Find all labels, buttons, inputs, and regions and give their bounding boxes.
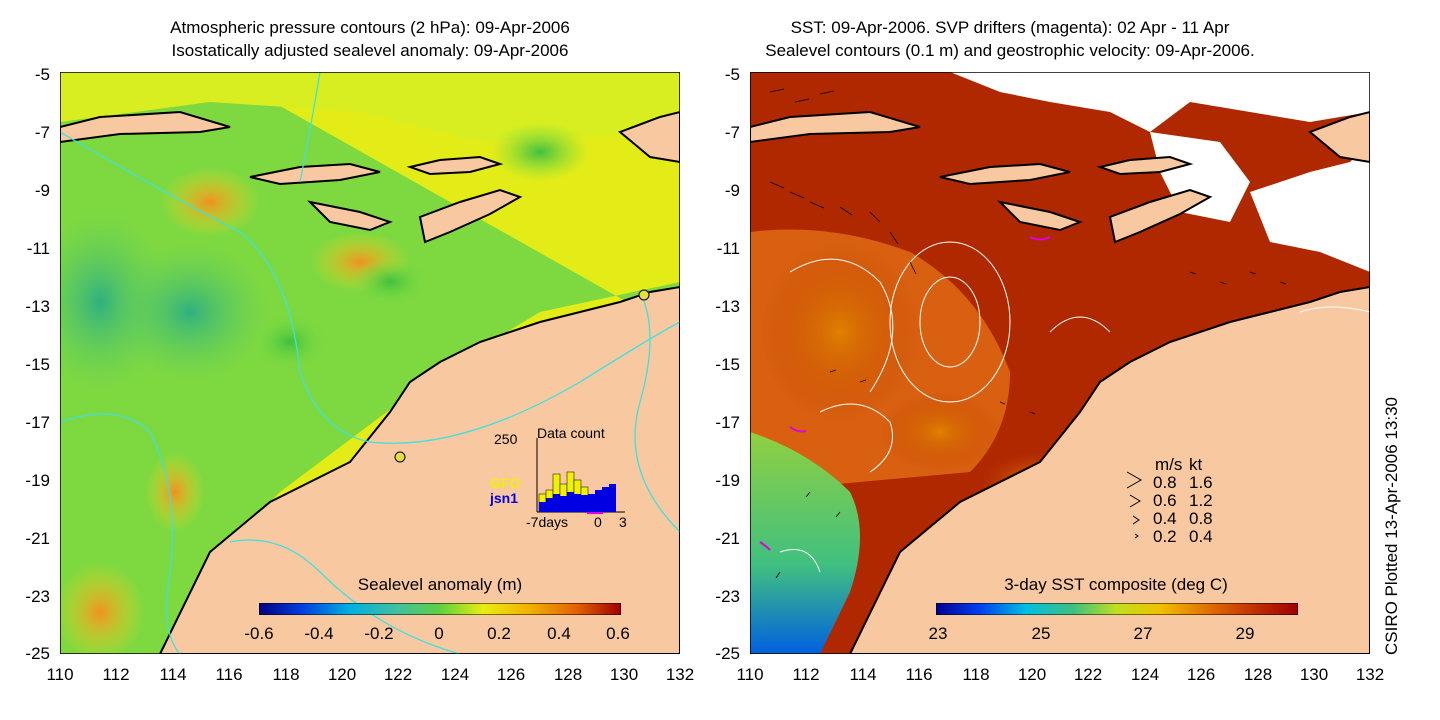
left-y-tick: -13 xyxy=(25,297,50,316)
legend-header-ms: m/s xyxy=(1155,455,1183,474)
right-cb-tick: 29 xyxy=(1235,624,1255,643)
legend-ms-value: 0.4 xyxy=(1153,509,1177,528)
credit-label: CSIRO Plotted 13-Apr-2006 13:30 xyxy=(1382,397,1401,655)
data-count-inset xyxy=(536,438,625,514)
legend-ms-value: 0.8 xyxy=(1153,473,1177,492)
inset-ymax: 250 xyxy=(494,431,518,447)
inset-xtick-end: 3 xyxy=(619,514,627,530)
right-y-tick: -17 xyxy=(715,413,740,432)
right-x-tick: 120 xyxy=(1017,665,1047,684)
right-y-tick: -19 xyxy=(715,471,740,490)
right-x-tick: 130 xyxy=(1299,665,1329,684)
right-y-tick: -13 xyxy=(715,297,740,316)
left-cb-tick: 0 xyxy=(434,624,444,643)
left-x-tick: 124 xyxy=(440,665,470,684)
right-title-line2: Sealevel contours (0.1 m) and geostrophi… xyxy=(765,41,1255,60)
left-x-tick: 130 xyxy=(609,665,639,684)
legend-kt-value: 1.6 xyxy=(1189,473,1213,492)
right-colorbar xyxy=(936,603,1298,615)
right-x-tick: 132 xyxy=(1355,665,1385,684)
right-y-tick: -25 xyxy=(715,644,740,663)
right-y-tick: -5 xyxy=(724,65,740,84)
left-colorbar xyxy=(259,603,621,615)
right-cb-tick: 27 xyxy=(1133,624,1153,643)
left-x-tick: 114 xyxy=(159,665,187,684)
legend-ms-value: 0.6 xyxy=(1153,491,1177,510)
left-x-tick: 128 xyxy=(553,665,583,684)
right-map xyxy=(750,72,1370,654)
right-x-tick: 110 xyxy=(736,665,764,684)
right-x-tick: 112 xyxy=(792,665,820,684)
left-y-tick: -9 xyxy=(34,181,50,200)
right-x-tick: 128 xyxy=(1243,665,1273,684)
legend-ms-value: 0.2 xyxy=(1153,527,1177,546)
legend-kt-value: 0.8 xyxy=(1189,509,1213,528)
jsn1-bars xyxy=(539,484,616,512)
left-cb-tick: -0.6 xyxy=(244,624,274,643)
left-colorbar-title: Sealevel anomaly (m) xyxy=(357,575,523,594)
right-y-tick: -11 xyxy=(716,239,740,258)
right-y-tick: -21 xyxy=(715,529,740,548)
left-y-tick: -25 xyxy=(25,644,50,663)
right-colorbar-title: 3-day SST composite (deg C) xyxy=(1004,575,1228,594)
left-y-tick: -7 xyxy=(34,123,50,142)
inset-xtick-zero: 0 xyxy=(594,514,602,530)
left-map xyxy=(60,72,680,654)
left-y-tick: -21 xyxy=(25,529,50,548)
left-x-tick: 120 xyxy=(327,665,357,684)
right-x-tick: 114 xyxy=(849,665,877,684)
legend-kt-value: 1.2 xyxy=(1189,491,1213,510)
right-cb-tick: 25 xyxy=(1031,624,1051,643)
left-cb-tick: 0.2 xyxy=(487,624,511,643)
right-x-tick: 124 xyxy=(1130,665,1160,684)
right-y-tick: -9 xyxy=(724,181,740,200)
right-x-tick: 122 xyxy=(1073,665,1103,684)
left-y-tick: -23 xyxy=(25,587,50,606)
right-x-tick: 126 xyxy=(1186,665,1216,684)
left-cb-tick: 0.6 xyxy=(606,624,630,643)
right-cb-tick: 23 xyxy=(928,624,948,643)
inset-title: Data count xyxy=(537,425,605,441)
right-y-tick: -23 xyxy=(715,587,740,606)
left-x-tick: 122 xyxy=(383,665,413,684)
left-y-tick: -17 xyxy=(25,413,50,432)
right-x-tick: 118 xyxy=(962,665,990,684)
legend-header-kt: kt xyxy=(1189,455,1203,474)
left-y-tick: -15 xyxy=(25,355,50,374)
left-title-line2: Isostatically adjusted sealevel anomaly:… xyxy=(171,41,569,60)
left-title-line1: Atmospheric pressure contours (2 hPa): 0… xyxy=(170,18,570,37)
inset-xtick-start: -7days xyxy=(526,514,569,530)
left-y-tick: -11 xyxy=(26,239,50,258)
left-cb-tick: -0.2 xyxy=(364,624,394,643)
right-y-tick: -7 xyxy=(724,123,740,142)
left-x-tick: 132 xyxy=(665,665,695,684)
left-cb-tick: 0.4 xyxy=(547,624,571,643)
inset-legend-jsn1: jsn1 xyxy=(490,490,519,506)
velocity-legend-arrows xyxy=(1126,471,1143,539)
left-x-tick: 112 xyxy=(102,665,130,684)
legend-kt-value: 0.4 xyxy=(1189,527,1213,546)
right-x-tick: 116 xyxy=(905,665,933,684)
left-y-tick: -5 xyxy=(34,65,50,84)
left-cb-tick: -0.4 xyxy=(304,624,334,643)
inset-legend-gfo: GFO xyxy=(490,475,521,491)
left-x-tick: 118 xyxy=(272,665,300,684)
right-y-tick: -15 xyxy=(715,355,740,374)
left-x-tick: 110 xyxy=(46,665,74,684)
left-x-tick: 126 xyxy=(496,665,526,684)
left-y-tick: -19 xyxy=(25,471,50,490)
left-x-tick: 116 xyxy=(215,665,243,684)
right-title-line1: SST: 09-Apr-2006. SVP drifters (magenta)… xyxy=(790,18,1230,37)
